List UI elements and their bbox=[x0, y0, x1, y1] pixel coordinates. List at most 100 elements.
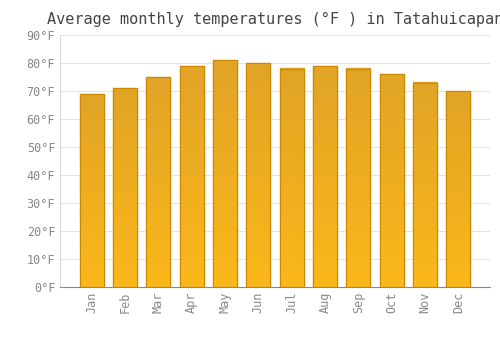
Bar bbox=[246, 112, 270, 117]
Bar bbox=[446, 126, 470, 130]
Bar bbox=[80, 237, 104, 241]
Bar bbox=[146, 194, 171, 199]
Bar bbox=[146, 211, 171, 216]
Bar bbox=[313, 247, 337, 252]
Bar bbox=[313, 282, 337, 287]
Bar bbox=[380, 163, 404, 168]
Bar bbox=[246, 246, 270, 251]
Bar bbox=[446, 271, 470, 275]
Bar bbox=[246, 130, 270, 135]
Bar bbox=[246, 215, 270, 220]
Bar bbox=[80, 205, 104, 210]
Bar bbox=[180, 141, 204, 146]
Bar bbox=[113, 172, 137, 176]
Bar bbox=[446, 240, 470, 244]
Bar bbox=[146, 274, 171, 279]
Bar bbox=[346, 103, 370, 108]
Bar bbox=[180, 172, 204, 176]
Bar bbox=[246, 256, 270, 260]
Bar bbox=[280, 68, 303, 73]
Bar bbox=[113, 124, 137, 128]
Bar bbox=[80, 248, 104, 252]
Bar bbox=[246, 94, 270, 99]
Bar bbox=[380, 125, 404, 130]
Bar bbox=[180, 185, 204, 190]
Bar bbox=[113, 195, 137, 199]
Bar bbox=[146, 110, 171, 115]
Bar bbox=[246, 278, 270, 282]
Bar bbox=[180, 189, 204, 194]
Bar bbox=[380, 150, 404, 155]
Bar bbox=[380, 112, 404, 117]
Bar bbox=[246, 144, 270, 148]
Bar bbox=[280, 247, 303, 252]
Bar bbox=[113, 175, 137, 180]
Bar bbox=[80, 275, 104, 279]
Bar bbox=[380, 168, 404, 172]
Bar bbox=[280, 177, 303, 182]
Bar bbox=[146, 81, 171, 85]
Bar bbox=[213, 282, 237, 287]
Bar bbox=[280, 278, 303, 283]
Bar bbox=[213, 96, 237, 101]
Bar bbox=[313, 256, 337, 260]
Bar bbox=[446, 177, 470, 181]
Bar bbox=[313, 66, 337, 287]
Bar bbox=[446, 259, 470, 264]
Bar bbox=[446, 181, 470, 185]
Bar bbox=[346, 112, 370, 117]
Bar bbox=[280, 69, 303, 287]
Bar bbox=[180, 127, 204, 132]
Bar bbox=[113, 227, 137, 231]
Bar bbox=[246, 139, 270, 144]
Bar bbox=[113, 279, 137, 283]
Bar bbox=[246, 193, 270, 197]
Bar bbox=[113, 239, 137, 243]
Bar bbox=[413, 205, 437, 209]
Bar bbox=[446, 122, 470, 126]
Bar bbox=[346, 164, 370, 169]
Bar bbox=[180, 229, 204, 234]
Bar bbox=[113, 179, 137, 184]
Bar bbox=[113, 263, 137, 267]
Bar bbox=[280, 108, 303, 112]
Bar bbox=[280, 69, 303, 287]
Bar bbox=[413, 83, 437, 287]
Bar bbox=[313, 172, 337, 176]
Bar bbox=[80, 94, 104, 287]
Bar bbox=[213, 60, 237, 287]
Bar bbox=[313, 110, 337, 114]
Bar bbox=[380, 95, 404, 100]
Bar bbox=[280, 173, 303, 178]
Bar bbox=[346, 151, 370, 156]
Bar bbox=[213, 74, 237, 78]
Bar bbox=[246, 211, 270, 215]
Bar bbox=[313, 114, 337, 119]
Bar bbox=[213, 119, 237, 124]
Bar bbox=[413, 99, 437, 103]
Bar bbox=[446, 91, 470, 287]
Bar bbox=[446, 244, 470, 248]
Bar bbox=[246, 72, 270, 76]
Bar bbox=[346, 186, 370, 191]
Bar bbox=[346, 234, 370, 239]
Bar bbox=[80, 155, 104, 160]
Bar bbox=[213, 241, 237, 246]
Bar bbox=[313, 159, 337, 163]
Bar bbox=[346, 269, 370, 274]
Bar bbox=[146, 236, 171, 241]
Bar bbox=[213, 114, 237, 119]
Bar bbox=[413, 217, 437, 222]
Bar bbox=[346, 182, 370, 187]
Bar bbox=[413, 225, 437, 230]
Bar bbox=[113, 251, 137, 255]
Bar bbox=[246, 175, 270, 180]
Bar bbox=[213, 78, 237, 83]
Bar bbox=[80, 229, 104, 233]
Bar bbox=[413, 127, 437, 132]
Bar bbox=[313, 154, 337, 159]
Bar bbox=[280, 230, 303, 235]
Bar bbox=[180, 225, 204, 230]
Bar bbox=[346, 191, 370, 195]
Bar bbox=[246, 197, 270, 202]
